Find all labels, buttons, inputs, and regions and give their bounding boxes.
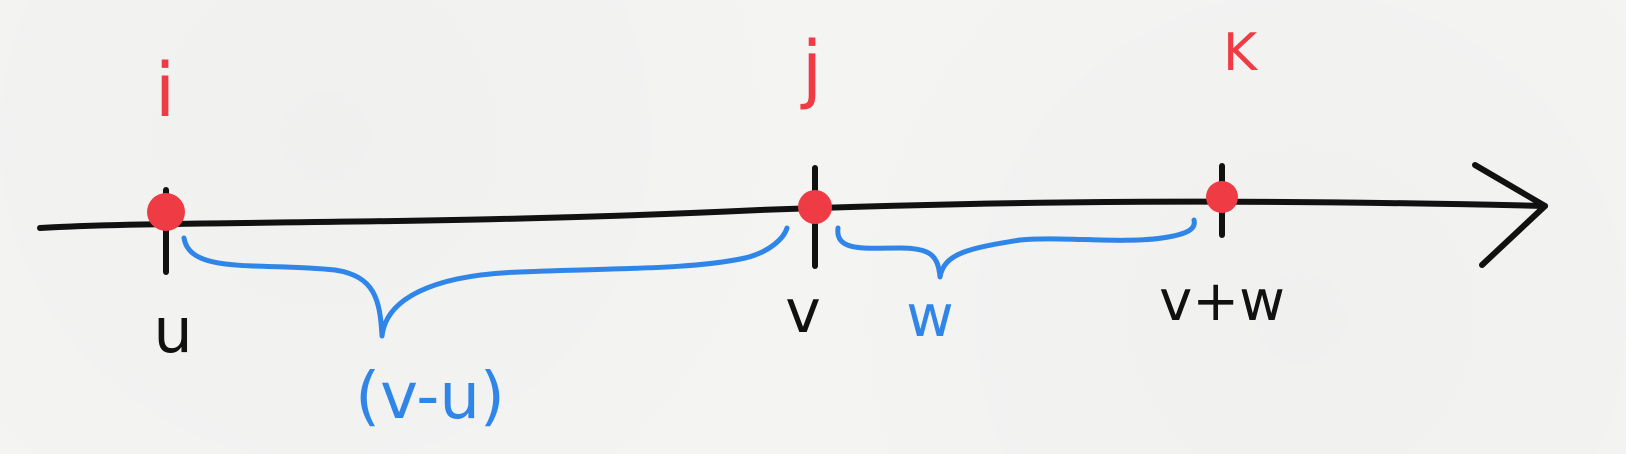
label-u: u xyxy=(153,294,192,367)
point-i xyxy=(147,193,185,231)
label-k: K xyxy=(1223,23,1259,83)
axis-arrowhead xyxy=(1472,162,1548,268)
point-k xyxy=(1206,181,1238,213)
label-v: v xyxy=(785,277,821,347)
label-v-minus-u: (v-u) xyxy=(355,360,505,434)
label-j: j xyxy=(800,26,823,112)
label-w: w xyxy=(906,282,953,350)
point-j xyxy=(798,190,832,224)
label-v-plus-w: v+w xyxy=(1159,269,1285,334)
brace-v-minus-u xyxy=(181,225,790,339)
number-line-axis xyxy=(37,198,1548,231)
brace-w xyxy=(835,217,1197,280)
label-i: i xyxy=(155,48,176,134)
